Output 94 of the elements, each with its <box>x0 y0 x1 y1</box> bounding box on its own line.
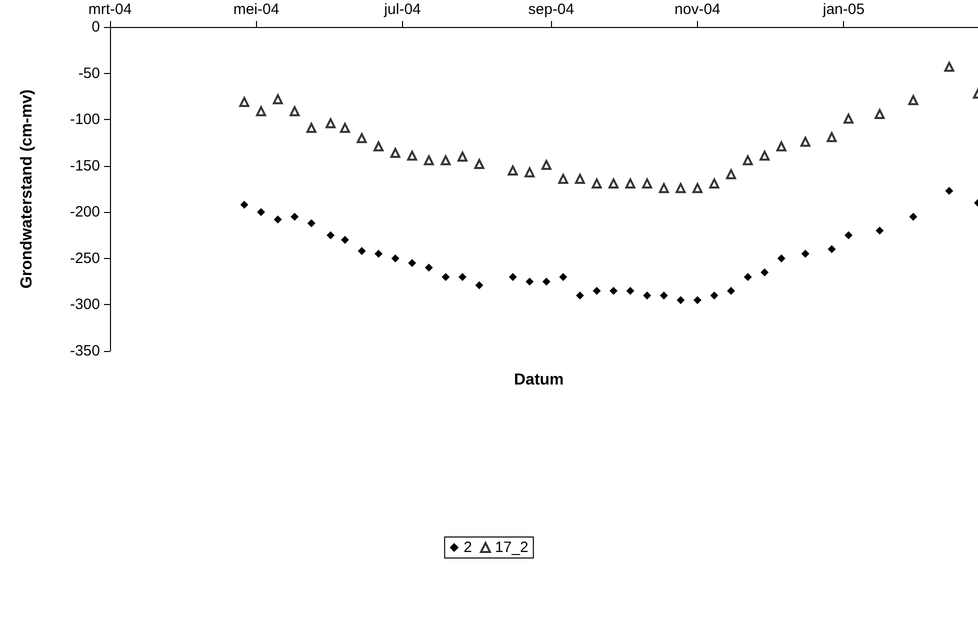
point <box>576 291 584 300</box>
point <box>727 286 736 295</box>
point <box>777 254 786 262</box>
point <box>240 200 248 209</box>
x-axis-title: Datum <box>514 372 564 388</box>
point <box>660 291 668 300</box>
point <box>508 165 518 176</box>
x-tick-label: mrt-04 <box>88 1 132 18</box>
point <box>542 278 550 286</box>
point <box>340 236 349 244</box>
point <box>306 122 316 133</box>
point <box>574 174 585 184</box>
point <box>742 155 753 166</box>
point <box>709 178 720 188</box>
point <box>558 174 568 184</box>
point <box>257 208 266 216</box>
point <box>391 254 400 262</box>
x-tick-label: nov-04 <box>674 1 720 18</box>
point <box>326 118 336 128</box>
point <box>408 259 416 268</box>
point <box>828 245 836 254</box>
point <box>844 231 853 240</box>
point <box>874 109 885 120</box>
point <box>440 155 451 166</box>
point <box>726 169 736 180</box>
point <box>307 219 316 228</box>
point <box>800 136 810 147</box>
point <box>358 247 366 256</box>
point <box>274 216 282 224</box>
point <box>559 272 568 281</box>
point <box>642 178 652 188</box>
point <box>475 281 484 290</box>
point <box>374 250 383 258</box>
point <box>944 62 954 72</box>
y-axis-title: Grondwaterstand (cm-mv) <box>18 89 36 289</box>
y-tick-label: -100 <box>70 111 100 128</box>
y-tick-label: -50 <box>78 64 100 82</box>
point <box>776 141 786 152</box>
point <box>909 212 918 221</box>
y-tick-label: -150 <box>70 157 100 174</box>
point <box>876 226 884 235</box>
point <box>626 286 634 295</box>
point <box>424 264 433 272</box>
point <box>676 296 685 304</box>
point <box>424 155 434 166</box>
point <box>526 278 534 286</box>
point <box>457 152 468 162</box>
point <box>508 272 517 281</box>
point <box>676 183 686 194</box>
point <box>239 96 250 107</box>
point <box>908 95 918 106</box>
x-tick-label: jan-05 <box>822 1 865 18</box>
point <box>541 160 552 170</box>
point <box>826 132 837 142</box>
point <box>326 231 335 240</box>
point <box>610 286 618 295</box>
point <box>290 212 299 221</box>
x-tick-label: sep-04 <box>528 1 574 18</box>
y-tick-label: -350 <box>70 342 100 360</box>
point <box>592 286 601 295</box>
point <box>340 122 350 133</box>
y-tick-label: 0 <box>92 18 100 36</box>
point <box>356 133 367 144</box>
legend-label: 17_2 <box>494 539 528 556</box>
legend-label: 2 <box>464 539 472 556</box>
point <box>801 250 810 258</box>
point <box>625 178 636 188</box>
point <box>693 296 702 304</box>
point <box>390 148 400 158</box>
point <box>760 150 770 161</box>
point <box>692 183 702 194</box>
point <box>844 114 854 124</box>
point <box>256 106 266 116</box>
point <box>643 291 652 300</box>
point <box>608 178 619 188</box>
point <box>658 183 669 194</box>
point <box>290 106 300 116</box>
point <box>592 178 602 188</box>
point <box>272 94 283 104</box>
point <box>945 186 954 195</box>
x-tick-label: mei-04 <box>233 1 280 18</box>
point <box>374 141 384 152</box>
point <box>524 167 535 178</box>
point <box>442 272 450 281</box>
point <box>407 150 418 161</box>
y-tick-label: -250 <box>70 250 100 267</box>
point <box>458 272 466 281</box>
y-tick-label: -200 <box>70 204 100 221</box>
point <box>474 159 484 170</box>
point <box>744 272 752 281</box>
y-tick-label: -300 <box>70 296 100 314</box>
x-tick-label: jul-04 <box>383 1 421 18</box>
point <box>760 268 769 276</box>
point <box>710 291 718 300</box>
